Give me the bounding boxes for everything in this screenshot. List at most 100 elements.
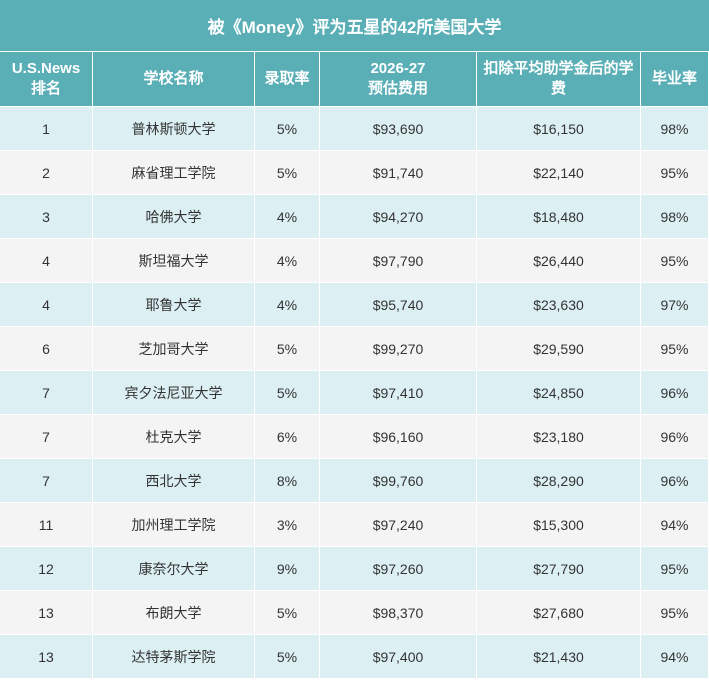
table-cell: 96% <box>641 371 709 415</box>
table-row: 3 哈佛大学 4% $94,270 $18,480 98% <box>0 195 709 239</box>
table-cell: $27,790 <box>477 547 641 591</box>
table-cell: 5% <box>255 591 320 635</box>
table-cell: $18,480 <box>477 195 641 239</box>
table-cell: $29,590 <box>477 327 641 371</box>
table-cell: 7 <box>0 459 93 503</box>
table-cell: 7 <box>0 415 93 459</box>
header-text: 预估费用 <box>367 80 428 97</box>
table-row: 7 宾夕法尼亚大学 5% $97,410 $24,850 96% <box>0 371 709 415</box>
table-cell: $15,300 <box>477 503 641 547</box>
table: U.S.News 排名 学校名称 录取率 2026-27 预估费用 扣除平均助学金后的学费毕… <box>0 52 709 679</box>
table-cell: 5% <box>255 371 320 415</box>
table-row: 7 西北大学 8% $99,760 $28,290 96% <box>0 459 709 503</box>
table-cell: $96,160 <box>320 415 477 459</box>
header-cell: 2026-27 预估费用 <box>320 52 477 107</box>
table-row: 6 芝加哥大学 5% $99,270 $29,590 95% <box>0 327 709 371</box>
header-text: 扣除平均助学金后的学费 <box>483 60 634 97</box>
table-cell: $97,410 <box>320 371 477 415</box>
table-cell: 布朗大学 <box>93 591 255 635</box>
table-row: 12 康奈尔大学 9% $97,260 $27,790 95% <box>0 547 709 591</box>
table-cell: 斯坦福大学 <box>93 239 255 283</box>
table-cell: 3% <box>255 503 320 547</box>
table-cell: $22,140 <box>477 151 641 195</box>
table-cell: 98% <box>641 195 709 239</box>
table-cell: $94,270 <box>320 195 477 239</box>
table-cell: 96% <box>641 459 709 503</box>
table-cell: 宾夕法尼亚大学 <box>93 371 255 415</box>
table-cell: $97,260 <box>320 547 477 591</box>
table-cell: $27,680 <box>477 591 641 635</box>
header-text: 学校名称 <box>143 70 204 87</box>
table-row: 2 麻省理工学院 5% $91,740 $22,140 95% <box>0 151 709 195</box>
header-text: 毕业率 <box>651 70 697 87</box>
table-cell: 4% <box>255 239 320 283</box>
table-cell: 94% <box>641 503 709 547</box>
table-cell: 95% <box>641 151 709 195</box>
table-cell: 13 <box>0 635 93 679</box>
table-cell: 4% <box>255 283 320 327</box>
table-cell: $16,150 <box>477 107 641 151</box>
title: 被《Money》评为五星的42所美国大学 <box>0 0 709 52</box>
header-cell: 毕业率 <box>641 52 709 107</box>
table-cell: $91,740 <box>320 151 477 195</box>
header-cell: 学校名称 <box>93 52 255 107</box>
table-cell: $97,790 <box>320 239 477 283</box>
table-cell: 达特茅斯学院 <box>93 635 255 679</box>
table-cell: $99,270 <box>320 327 477 371</box>
table-cell: 加州理工学院 <box>93 503 255 547</box>
table-cell: 西北大学 <box>93 459 255 503</box>
table-cell: $97,400 <box>320 635 477 679</box>
table-cell: 95% <box>641 327 709 371</box>
table-cell: 98% <box>641 107 709 151</box>
table-cell: 9% <box>255 547 320 591</box>
table-cell: $97,240 <box>320 503 477 547</box>
table-cell: $24,850 <box>477 371 641 415</box>
table-cell: 5% <box>255 151 320 195</box>
table-cell: $23,180 <box>477 415 641 459</box>
header-row: U.S.News 排名 学校名称 录取率 2026-27 预估费用 扣除平均助学金后的学费毕… <box>0 52 709 107</box>
table-cell: 3 <box>0 195 93 239</box>
table-cell: 4 <box>0 283 93 327</box>
table-cell: 95% <box>641 591 709 635</box>
table-cell: 哈佛大学 <box>93 195 255 239</box>
table-cell: $98,370 <box>320 591 477 635</box>
table-cell: $99,760 <box>320 459 477 503</box>
table-cell: $95,740 <box>320 283 477 327</box>
table-cell: $26,440 <box>477 239 641 283</box>
header-text: 录取率 <box>264 70 310 87</box>
table-cell: $21,430 <box>477 635 641 679</box>
table-cell: 12 <box>0 547 93 591</box>
table-cell: 8% <box>255 459 320 503</box>
header-cell: U.S.News 排名 <box>0 52 93 107</box>
table-cell: 普林斯顿大学 <box>93 107 255 151</box>
table-cell: 6% <box>255 415 320 459</box>
table-row: 11 加州理工学院 3% $97,240 $15,300 94% <box>0 503 709 547</box>
table-cell: $28,290 <box>477 459 641 503</box>
table-row: 7 杜克大学 6% $96,160 $23,180 96% <box>0 415 709 459</box>
header-cell: 录取率 <box>255 52 320 107</box>
table-row: 1 普林斯顿大学 5% $93,690 $16,150 98% <box>0 107 709 151</box>
header-text: 排名 <box>30 80 61 97</box>
table-cell: 95% <box>641 547 709 591</box>
table-cell: 11 <box>0 503 93 547</box>
table-cell: 97% <box>641 283 709 327</box>
table-cell: 7 <box>0 371 93 415</box>
table-cell: 5% <box>255 635 320 679</box>
table-cell: 6 <box>0 327 93 371</box>
table-cell: 96% <box>641 415 709 459</box>
table-cell: 4% <box>255 195 320 239</box>
table-cell: 杜克大学 <box>93 415 255 459</box>
table-cell: 5% <box>255 107 320 151</box>
table-cell: 麻省理工学院 <box>93 151 255 195</box>
table-cell: 4 <box>0 239 93 283</box>
table-cell: $23,630 <box>477 283 641 327</box>
header-cell: 扣除平均助学金后的学费 <box>477 52 641 107</box>
table-cell: $93,690 <box>320 107 477 151</box>
table-cell: 耶鲁大学 <box>93 283 255 327</box>
table-row: 4 耶鲁大学 4% $95,740 $23,630 97% <box>0 283 709 327</box>
table-cell: 康奈尔大学 <box>93 547 255 591</box>
header-text: U.S.News <box>11 60 81 77</box>
table-row: 13 布朗大学 5% $98,370 $27,680 95% <box>0 591 709 635</box>
table-row: 4 斯坦福大学 4% $97,790 $26,440 95% <box>0 239 709 283</box>
